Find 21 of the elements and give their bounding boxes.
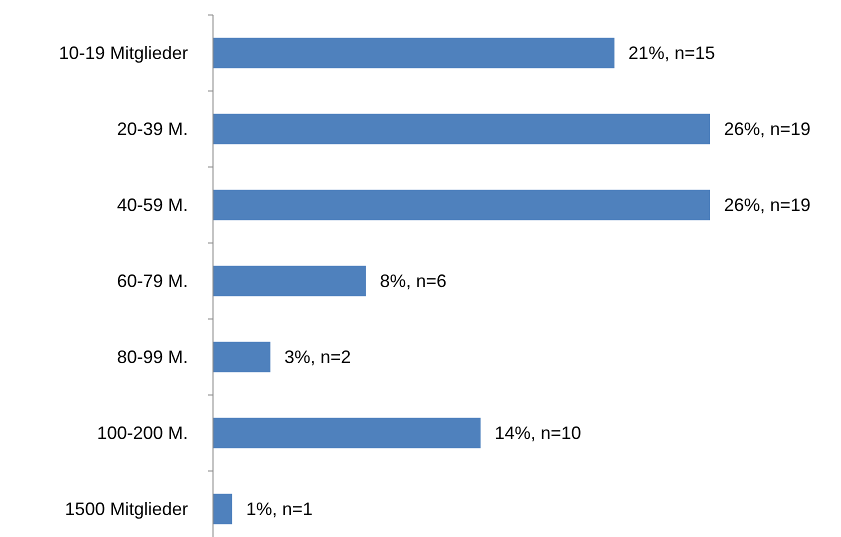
bar [213,38,614,68]
bar [213,114,710,144]
bar [213,266,366,296]
bar [213,494,232,524]
y-tick-label: 80-99 M. [116,347,188,367]
y-tick-label: 10-19 Mitglieder [58,43,188,63]
data-label: 8%, n=6 [380,271,446,291]
y-tick-label: 20-39 M. [116,119,188,139]
data-label: 14%, n=10 [494,423,582,443]
bar [213,342,270,372]
y-tick-label: 100-200 M. [96,423,188,443]
data-label: 3%, n=2 [284,347,351,367]
y-tick-label: 1500 Mitglieder [64,499,188,519]
data-label: 26%, n=19 [724,195,811,215]
bar [213,418,481,448]
y-tick-label: 60-79 M. [116,271,188,291]
data-label: 1%, n=1 [246,499,313,519]
data-label: 26%, n=19 [724,119,811,139]
y-tick-label: 40-59 M. [116,195,188,215]
data-label: 21%, n=15 [628,43,715,63]
bar [213,190,710,220]
